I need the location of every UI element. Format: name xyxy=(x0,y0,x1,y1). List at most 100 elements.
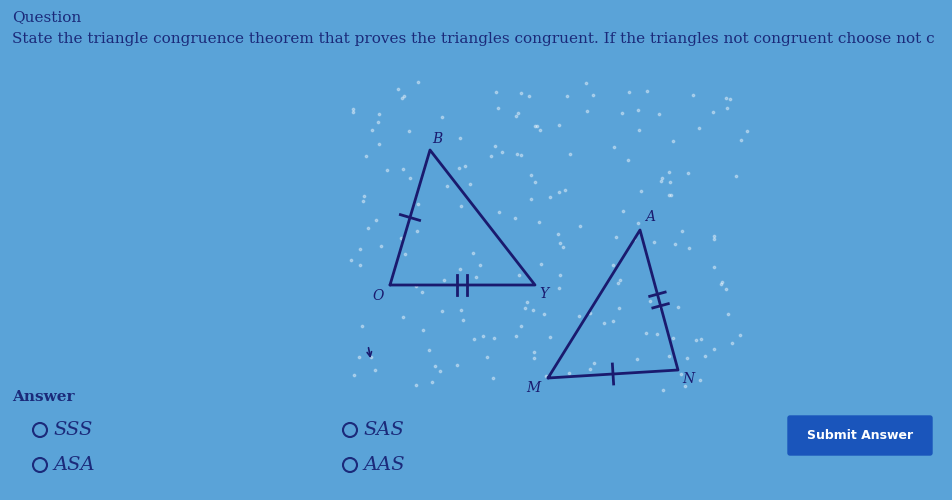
Point xyxy=(712,280,727,288)
Point xyxy=(611,304,626,312)
Point xyxy=(421,346,436,354)
Point xyxy=(551,121,566,129)
Text: SSS: SSS xyxy=(53,421,92,439)
Point xyxy=(390,85,406,93)
Point xyxy=(585,90,600,98)
Text: B: B xyxy=(431,132,442,146)
Point xyxy=(414,288,429,296)
Point xyxy=(434,307,449,315)
Point xyxy=(401,127,416,135)
Point xyxy=(427,362,443,370)
Point xyxy=(661,352,676,360)
Point xyxy=(356,192,371,200)
Text: A: A xyxy=(645,210,654,224)
Point xyxy=(536,310,551,318)
Point xyxy=(519,298,534,306)
Point xyxy=(664,136,680,144)
Point xyxy=(372,242,387,250)
Point xyxy=(346,108,361,116)
Point xyxy=(705,346,721,354)
Point xyxy=(692,376,707,384)
Point xyxy=(718,285,733,293)
Point xyxy=(653,178,668,186)
Point xyxy=(394,94,409,102)
Point xyxy=(639,87,654,95)
Point xyxy=(343,256,358,264)
Point xyxy=(533,260,548,268)
Point xyxy=(629,106,645,114)
Point xyxy=(351,246,367,254)
Point xyxy=(559,92,574,100)
Point xyxy=(654,174,669,182)
Point xyxy=(397,250,412,258)
Point xyxy=(697,352,712,360)
Point xyxy=(457,162,472,170)
Point xyxy=(367,366,383,374)
Point xyxy=(543,194,558,202)
Point xyxy=(395,165,410,173)
Point xyxy=(483,152,498,160)
Point xyxy=(705,263,721,271)
Text: M: M xyxy=(526,381,540,395)
Point xyxy=(585,360,601,368)
Point xyxy=(692,334,707,342)
Point xyxy=(436,276,451,284)
Point xyxy=(494,148,509,156)
Point xyxy=(645,238,661,246)
Point xyxy=(369,118,385,126)
Point xyxy=(605,142,621,150)
Point xyxy=(561,370,576,378)
Point xyxy=(596,320,611,328)
Point xyxy=(542,332,557,340)
Point xyxy=(450,164,466,172)
Point xyxy=(393,234,408,241)
Point xyxy=(517,304,532,312)
Point xyxy=(451,265,466,273)
Point xyxy=(452,202,467,209)
Point xyxy=(526,306,541,314)
Point xyxy=(347,372,362,380)
Point xyxy=(345,104,360,112)
Point xyxy=(396,92,411,100)
Point xyxy=(529,122,545,130)
Point xyxy=(607,232,623,240)
Point xyxy=(402,174,417,182)
Point xyxy=(471,262,486,270)
Point xyxy=(681,244,696,252)
Point xyxy=(631,126,646,134)
Point xyxy=(434,113,449,121)
Point xyxy=(666,240,682,248)
Point xyxy=(532,126,547,134)
Point xyxy=(727,172,743,180)
Text: Question: Question xyxy=(12,10,81,24)
Point xyxy=(409,226,425,234)
Point xyxy=(351,353,367,361)
Point xyxy=(486,334,502,342)
Point xyxy=(490,104,506,112)
Point xyxy=(507,112,523,120)
Point xyxy=(733,136,748,143)
Point xyxy=(407,282,423,290)
Text: Submit Answer: Submit Answer xyxy=(806,429,912,442)
Point xyxy=(466,249,481,257)
Text: ASA: ASA xyxy=(53,456,94,474)
Point xyxy=(628,355,644,363)
Text: O: O xyxy=(371,289,383,303)
Point xyxy=(365,126,380,134)
Point xyxy=(408,382,424,390)
Point xyxy=(510,109,526,117)
Point xyxy=(449,361,465,369)
Point xyxy=(724,338,739,346)
Point xyxy=(673,370,688,378)
Point xyxy=(705,232,721,239)
Point xyxy=(379,166,394,173)
Point xyxy=(364,352,379,360)
Point xyxy=(523,172,538,179)
Point xyxy=(555,243,570,251)
Point xyxy=(491,208,506,216)
Point xyxy=(582,364,597,372)
Point xyxy=(355,196,370,204)
Text: Answer: Answer xyxy=(12,390,74,404)
Point xyxy=(605,261,620,269)
Point xyxy=(578,78,593,86)
